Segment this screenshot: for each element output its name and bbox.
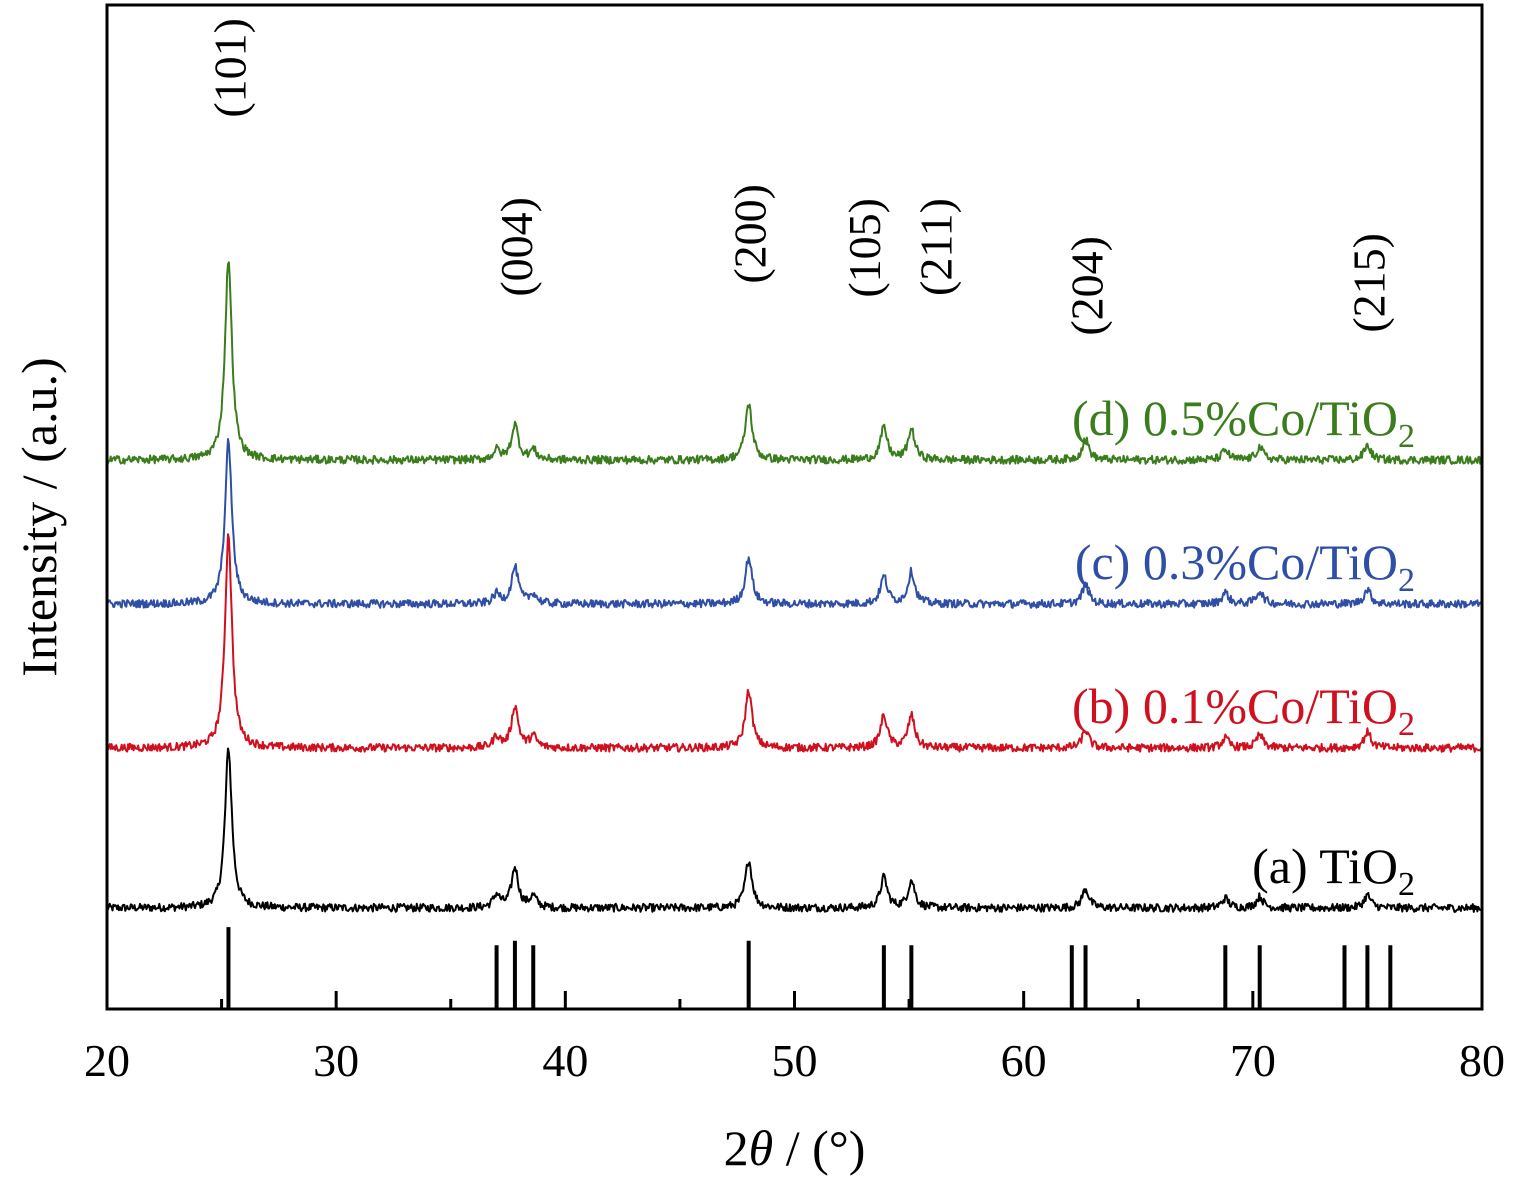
series-label-main: (d) 0.5%Co/TiO bbox=[1072, 390, 1398, 446]
series-label-main: (b) 0.1%Co/TiO bbox=[1072, 678, 1398, 734]
x-axis-label-symbol: θ bbox=[749, 1120, 774, 1176]
x-axis-label-suffix: / (°) bbox=[773, 1120, 865, 1176]
x-tick-label: 40 bbox=[542, 1035, 588, 1086]
series-label: (b) 0.1%Co/TiO2 bbox=[1072, 678, 1415, 743]
series-label-subscript: 2 bbox=[1398, 418, 1415, 455]
y-axis-label: Intensity / (a.u.) bbox=[11, 357, 67, 676]
series-curves bbox=[106, 261, 1483, 913]
series-line bbox=[106, 533, 1483, 753]
series-labels: (a) TiO2(b) 0.1%Co/TiO2(c) 0.3%Co/TiO2(d… bbox=[1072, 390, 1415, 903]
x-tick-label: 60 bbox=[1001, 1035, 1047, 1086]
series-label-main: (a) TiO bbox=[1252, 838, 1398, 894]
series-label: (a) TiO2 bbox=[1252, 838, 1415, 903]
plane-label: (004) bbox=[491, 197, 542, 297]
series-label-subscript: 2 bbox=[1398, 866, 1415, 903]
x-tick-label: 20 bbox=[84, 1035, 130, 1086]
series-line bbox=[106, 261, 1483, 465]
plane-label: (105) bbox=[839, 198, 890, 298]
plane-labels: (101) (004) (200) (105) (211) (204) (215) bbox=[204, 18, 1394, 336]
x-axis-label: 2θ / (°) bbox=[724, 1120, 866, 1176]
series-label-subscript: 2 bbox=[1398, 562, 1415, 599]
x-axis-ticks: 20 30 40 50 60 70 80 bbox=[84, 991, 1505, 1086]
plane-label: (101) bbox=[204, 18, 255, 118]
plane-label: (211) bbox=[910, 198, 961, 296]
series-label-subscript: 2 bbox=[1398, 706, 1415, 743]
series-line bbox=[106, 438, 1483, 609]
x-tick-label: 70 bbox=[1230, 1035, 1276, 1086]
series-label: (d) 0.5%Co/TiO2 bbox=[1072, 390, 1415, 455]
plane-label: (204) bbox=[1062, 236, 1113, 336]
reference-lines bbox=[226, 927, 1393, 1009]
series-label: (c) 0.3%Co/TiO2 bbox=[1075, 534, 1415, 599]
series-label-main: (c) 0.3%Co/TiO bbox=[1075, 534, 1398, 590]
plane-label: (200) bbox=[725, 184, 776, 284]
series-line bbox=[106, 747, 1483, 913]
x-axis-label-prefix: 2 bbox=[724, 1120, 749, 1176]
x-tick-label: 80 bbox=[1459, 1035, 1505, 1086]
x-tick-label: 30 bbox=[313, 1035, 359, 1086]
x-tick-label: 50 bbox=[772, 1035, 818, 1086]
plane-label: (215) bbox=[1343, 233, 1394, 333]
